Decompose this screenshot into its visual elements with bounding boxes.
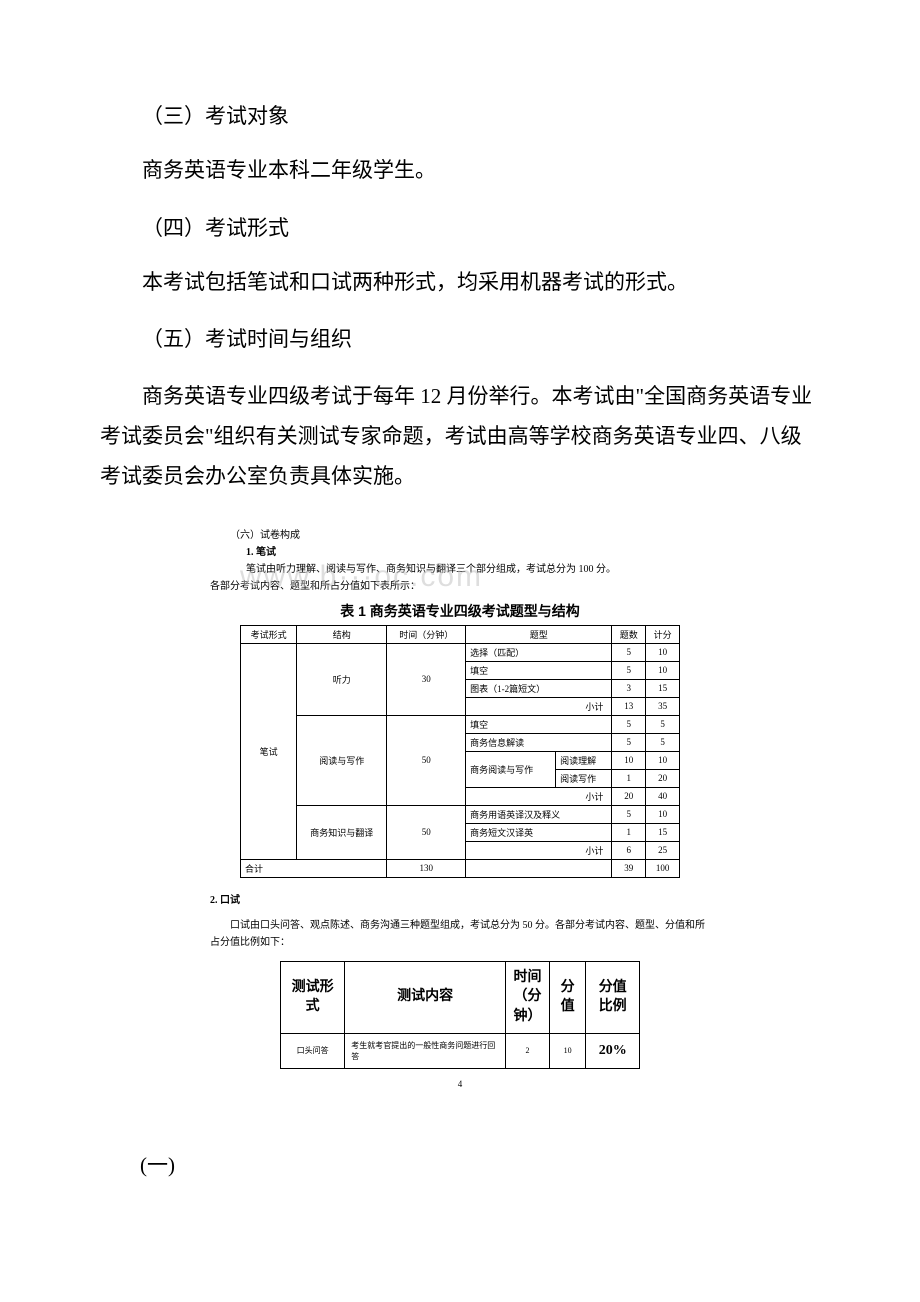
t1-cell: 15 xyxy=(646,679,680,697)
t1-biz: 商务知识与翻译 xyxy=(297,805,387,859)
t1-cell: 35 xyxy=(646,697,680,715)
t1-cell: 5 xyxy=(646,715,680,733)
t1-cell: 3 xyxy=(612,679,646,697)
table-row: 笔试 听力 30 选择（匹配） 5 10 xyxy=(241,643,680,661)
paragraph-3: 商务英语专业本科二年级学生。 xyxy=(100,154,820,188)
table-row: 合计 130 39 100 xyxy=(241,859,680,877)
t1-cell: 39 xyxy=(612,859,646,877)
table-1: 考试形式 结构 时间（分钟） 题型 题数 计分 笔试 听力 30 选择（匹配） … xyxy=(240,625,680,878)
table-row: 商务知识与翻译 50 商务用语英译汉及释义 5 10 xyxy=(241,805,680,823)
written-desc-2: 各部分考试内容、题型和所占分值如下表所示： xyxy=(210,578,710,595)
table-2: 测试形式 测试内容 时间（分钟） 分值 分值比例 口头问答 考生就考官提出的一般… xyxy=(280,961,640,1069)
t1-cell: 100 xyxy=(646,859,680,877)
table-row: 口头问答 考生就考官提出的一般性商务问题进行回答 2 10 20% xyxy=(281,1033,640,1068)
table-row: 阅读与写作 50 填空 5 5 xyxy=(241,715,680,733)
t1-h5: 题数 xyxy=(612,625,646,643)
t1-cell: 20 xyxy=(646,769,680,787)
oral-heading: 2. 口试 xyxy=(210,892,710,909)
t1-cell: 10 xyxy=(646,751,680,769)
t1-listening: 听力 xyxy=(297,643,387,715)
paragraph-4: 本考试包括笔试和口试两种形式，均采用机器考试的形式。 xyxy=(100,266,820,300)
t2-h1: 测试形式 xyxy=(281,961,345,1033)
heading-3: （三）考试对象 xyxy=(100,100,820,130)
written-heading: 1. 笔试 xyxy=(210,544,710,561)
table-row: 测试形式 测试内容 时间（分钟） 分值 分值比例 xyxy=(281,961,640,1033)
t1-cell: 填空 xyxy=(466,661,612,679)
oral-desc: 口试由口头问答、观点陈述、商务沟通三种题型组成，考试总分为 50 分。各部分考试… xyxy=(210,917,710,951)
t1-cell: 5 xyxy=(612,661,646,679)
heading-4: （四）考试形式 xyxy=(100,212,820,242)
t1-biz-time: 50 xyxy=(387,805,466,859)
t2-h4: 分值 xyxy=(549,961,585,1033)
t2-h3: 时间（分钟） xyxy=(506,961,550,1033)
t1-cell: 5 xyxy=(612,805,646,823)
t1-cell: 商务阅读与写作 xyxy=(466,751,556,787)
bottom-marker: (一) xyxy=(100,1149,820,1179)
t2-cell: 20% xyxy=(586,1033,640,1068)
t1-cell: 选择（匹配） xyxy=(466,643,612,661)
t1-cell: 10 xyxy=(612,751,646,769)
t1-cell: 5 xyxy=(612,715,646,733)
t1-subtotal: 小计 xyxy=(466,697,612,715)
t2-h2: 测试内容 xyxy=(345,961,506,1033)
t1-cell: 填空 xyxy=(466,715,612,733)
t1-format: 笔试 xyxy=(241,643,297,859)
t2-cell: 口头问答 xyxy=(281,1033,345,1068)
t1-cell: 10 xyxy=(646,805,680,823)
t1-cell: 130 xyxy=(387,859,466,877)
t1-cell: 阅读理解 xyxy=(556,751,612,769)
t1-h1: 考试形式 xyxy=(241,625,297,643)
t1-h3: 时间（分钟） xyxy=(387,625,466,643)
t1-cell: 10 xyxy=(646,661,680,679)
paragraph-5: 商务英语专业四级考试于每年 12 月份举行。本考试由"全国商务英语专业考试委员会… xyxy=(100,377,820,497)
t1-cell: 5 xyxy=(612,643,646,661)
t1-cell: 1 xyxy=(612,823,646,841)
t1-reading-time: 50 xyxy=(387,715,466,805)
t1-cell: 5 xyxy=(646,733,680,751)
section-6-heading: （六）试卷构成 xyxy=(210,527,710,544)
t1-cell: 5 xyxy=(612,733,646,751)
t2-cell: 2 xyxy=(506,1033,550,1068)
t1-subtotal: 小计 xyxy=(466,841,612,859)
heading-5: （五）考试时间与组织 xyxy=(100,323,820,353)
t1-cell: 25 xyxy=(646,841,680,859)
t1-cell: 阅读写作 xyxy=(556,769,612,787)
t1-cell: 20 xyxy=(612,787,646,805)
t1-cell: 商务用语英译汉及释义 xyxy=(466,805,612,823)
t1-h2: 结构 xyxy=(297,625,387,643)
written-desc-1: 笔试由听力理解、阅读与写作、商务知识与翻译三个部分组成，考试总分为 100 分。 xyxy=(210,561,710,578)
table1-title: 表 1 商务英语专业四级考试题型与结构 xyxy=(210,601,710,621)
t1-cell: 6 xyxy=(612,841,646,859)
t1-h4: 题型 xyxy=(466,625,612,643)
t1-cell: 商务信息解读 xyxy=(466,733,612,751)
embedded-page-number: 4 xyxy=(210,1079,710,1089)
t1-cell: 图表（1-2篇短文） xyxy=(466,679,612,697)
t2-h5: 分值比例 xyxy=(586,961,640,1033)
t1-cell xyxy=(466,859,612,877)
t1-reading: 阅读与写作 xyxy=(297,715,387,805)
t1-cell: 15 xyxy=(646,823,680,841)
t1-h6: 计分 xyxy=(646,625,680,643)
t1-total: 合计 xyxy=(241,859,387,877)
t1-cell: 10 xyxy=(646,643,680,661)
t1-cell: 13 xyxy=(612,697,646,715)
table-row: 考试形式 结构 时间（分钟） 题型 题数 计分 xyxy=(241,625,680,643)
t1-cell: 商务短文汉译英 xyxy=(466,823,612,841)
t1-cell: 40 xyxy=(646,787,680,805)
t1-listening-time: 30 xyxy=(387,643,466,715)
embedded-page-image: （六）试卷构成 1. 笔试 笔试由听力理解、阅读与写作、商务知识与翻译三个部分组… xyxy=(210,527,710,1089)
t1-subtotal: 小计 xyxy=(466,787,612,805)
t2-cell: 10 xyxy=(549,1033,585,1068)
t1-cell: 1 xyxy=(612,769,646,787)
t2-cell: 考生就考官提出的一般性商务问题进行回答 xyxy=(345,1033,506,1068)
